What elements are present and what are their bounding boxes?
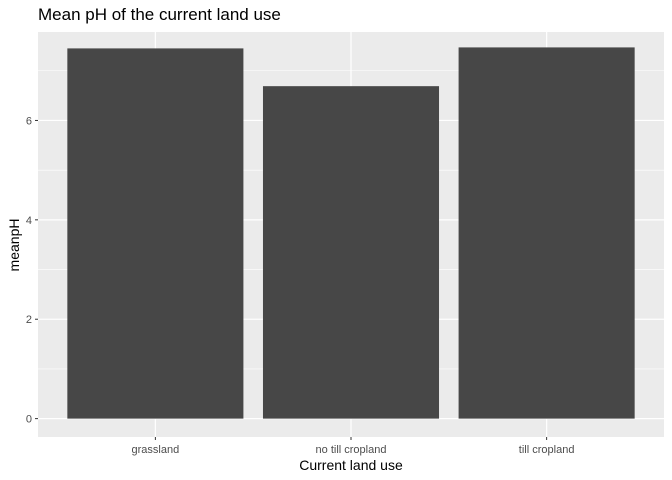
bars <box>67 47 635 419</box>
y-tick-label: 4 <box>26 215 32 227</box>
chart-title: Mean pH of the current land use <box>38 5 281 24</box>
x-axis: grassland no till cropland till cropland <box>132 437 575 456</box>
bar-no-till-cropland <box>262 86 440 419</box>
x-axis-title: Current land use <box>299 457 403 473</box>
x-tick-label: no till cropland <box>316 444 387 456</box>
y-tick-label: 2 <box>26 314 32 326</box>
bar-till-cropland <box>458 47 635 419</box>
x-tick-label: grassland <box>132 444 180 456</box>
y-tick-label: 6 <box>26 115 32 127</box>
y-axis-title: meanpH <box>6 219 22 272</box>
x-tick-label: till cropland <box>519 444 575 456</box>
y-tick-label: 0 <box>26 414 32 426</box>
bar-grassland <box>67 48 244 419</box>
y-axis: 0 2 4 6 <box>26 115 38 426</box>
